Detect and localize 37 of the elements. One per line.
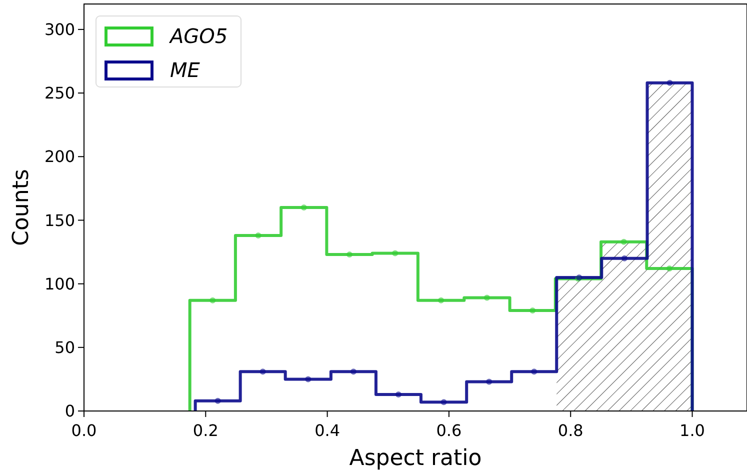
legend-label: AGO5 <box>168 24 228 48</box>
point <box>300 204 307 210</box>
y-axis-title: Counts <box>9 169 34 246</box>
y-tick-label: 100 <box>44 274 75 294</box>
y-tick-label: 300 <box>44 20 75 40</box>
x-tick-label: 1.0 <box>680 421 705 440</box>
point <box>531 368 538 375</box>
x-tick-label: 0.6 <box>436 421 462 440</box>
point <box>395 391 402 398</box>
point <box>486 378 492 385</box>
point <box>438 297 444 304</box>
point <box>620 238 627 245</box>
y-tick-label: 0 <box>64 402 75 421</box>
point <box>666 80 673 86</box>
x-tick-label: 0.8 <box>558 421 584 440</box>
legend-label: ME <box>170 58 200 82</box>
point <box>255 232 262 238</box>
point <box>440 399 447 406</box>
x-axis-title: Aspect ratio <box>349 446 482 471</box>
point <box>666 266 672 272</box>
x-tick-label: 0.0 <box>71 421 97 440</box>
y-tick-label: 50 <box>54 338 75 358</box>
x-tick-label: 0.2 <box>192 421 218 440</box>
x-tick-label: 0.4 <box>314 421 340 440</box>
point <box>392 250 398 256</box>
point <box>350 368 356 375</box>
point <box>530 308 536 314</box>
point <box>484 294 490 301</box>
point <box>214 398 221 404</box>
y-tick-label: 200 <box>44 147 75 166</box>
point <box>260 368 266 375</box>
y-tick-label: 250 <box>44 84 75 103</box>
point <box>621 255 628 262</box>
point <box>346 252 353 258</box>
point <box>210 297 216 304</box>
point <box>305 376 312 382</box>
y-tick-label: 150 <box>44 210 75 230</box>
